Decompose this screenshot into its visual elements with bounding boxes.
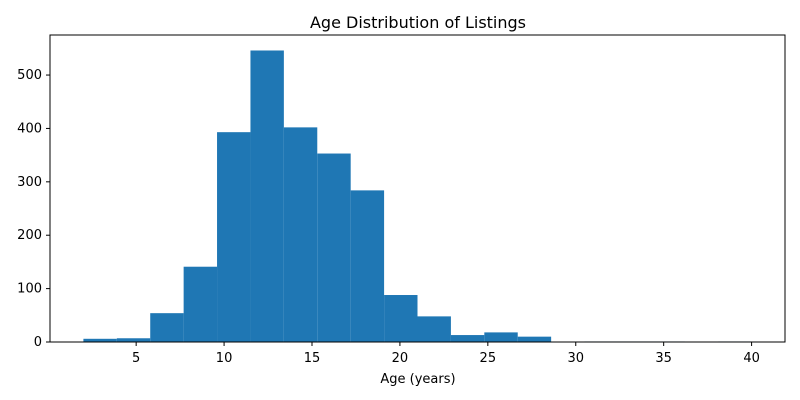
histogram-bar — [150, 313, 184, 342]
x-tick-label: 10 — [216, 351, 233, 366]
y-tick-label: 300 — [17, 175, 42, 190]
histogram-bar — [350, 190, 385, 342]
histogram-bar — [384, 295, 418, 342]
histogram-bar — [217, 132, 251, 342]
y-tick-label: 0 — [34, 335, 42, 350]
histogram-bar — [417, 316, 451, 342]
plot-frame — [49, 34, 786, 343]
x-axis-label: Age (years) — [380, 372, 455, 387]
x-tick-label: 20 — [392, 351, 409, 366]
histogram-bar — [283, 127, 318, 342]
bars-group — [83, 50, 752, 342]
y-tick-label: 100 — [17, 282, 42, 297]
histogram-bar — [484, 332, 518, 342]
histogram-bar — [116, 338, 151, 342]
y-axis: 0 100 200 300 400 500 — [17, 68, 50, 350]
x-tick-label: 35 — [655, 351, 672, 366]
chart-title: Age Distribution of Listings — [310, 13, 526, 32]
x-tick-label: 5 — [132, 351, 140, 366]
x-tick-label: 15 — [304, 351, 321, 366]
x-axis: 5 10 15 20 25 30 35 40 — [132, 342, 760, 366]
histogram-bar — [250, 50, 284, 342]
histogram-bar — [450, 335, 485, 342]
y-tick-label: 500 — [17, 68, 42, 83]
histogram-bar — [83, 338, 117, 342]
histogram-bar — [517, 336, 552, 342]
y-tick-label: 200 — [17, 228, 42, 243]
y-tick-label: 400 — [17, 121, 42, 136]
x-tick-label: 40 — [743, 351, 760, 366]
histogram-bar — [317, 153, 351, 342]
x-tick-label: 25 — [480, 351, 497, 366]
x-tick-label: 30 — [567, 351, 584, 366]
histogram-bar — [183, 266, 218, 342]
